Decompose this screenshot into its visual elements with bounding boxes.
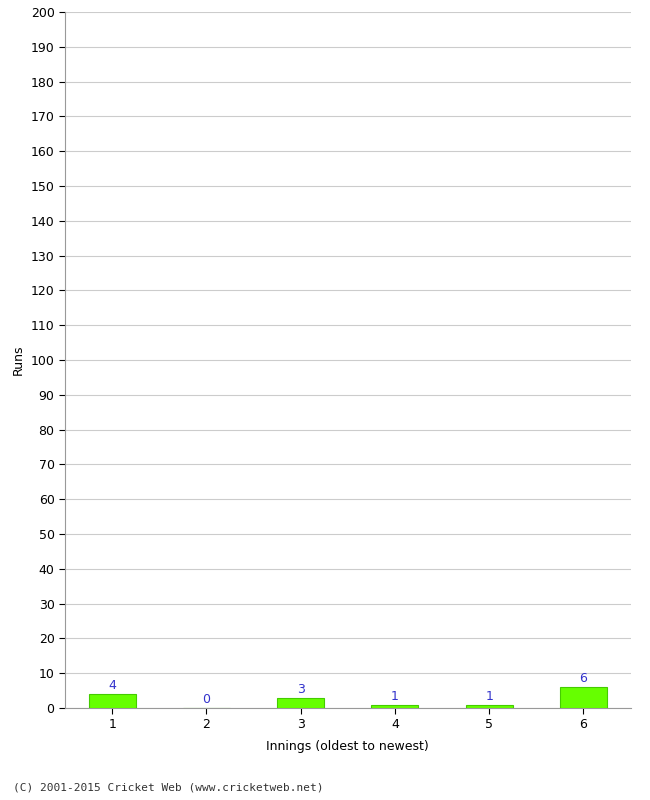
Text: 4: 4 bbox=[108, 679, 116, 692]
Text: 1: 1 bbox=[485, 690, 493, 702]
Text: 1: 1 bbox=[391, 690, 399, 702]
Text: 6: 6 bbox=[579, 672, 588, 686]
Text: (C) 2001-2015 Cricket Web (www.cricketweb.net): (C) 2001-2015 Cricket Web (www.cricketwe… bbox=[13, 782, 324, 792]
Text: 0: 0 bbox=[202, 694, 211, 706]
Text: 3: 3 bbox=[296, 683, 305, 696]
Bar bbox=[560, 687, 607, 708]
Y-axis label: Runs: Runs bbox=[12, 345, 25, 375]
Bar bbox=[371, 705, 419, 708]
X-axis label: Innings (oldest to newest): Innings (oldest to newest) bbox=[266, 740, 429, 753]
Bar bbox=[277, 698, 324, 708]
Bar bbox=[88, 694, 136, 708]
Bar bbox=[465, 705, 513, 708]
